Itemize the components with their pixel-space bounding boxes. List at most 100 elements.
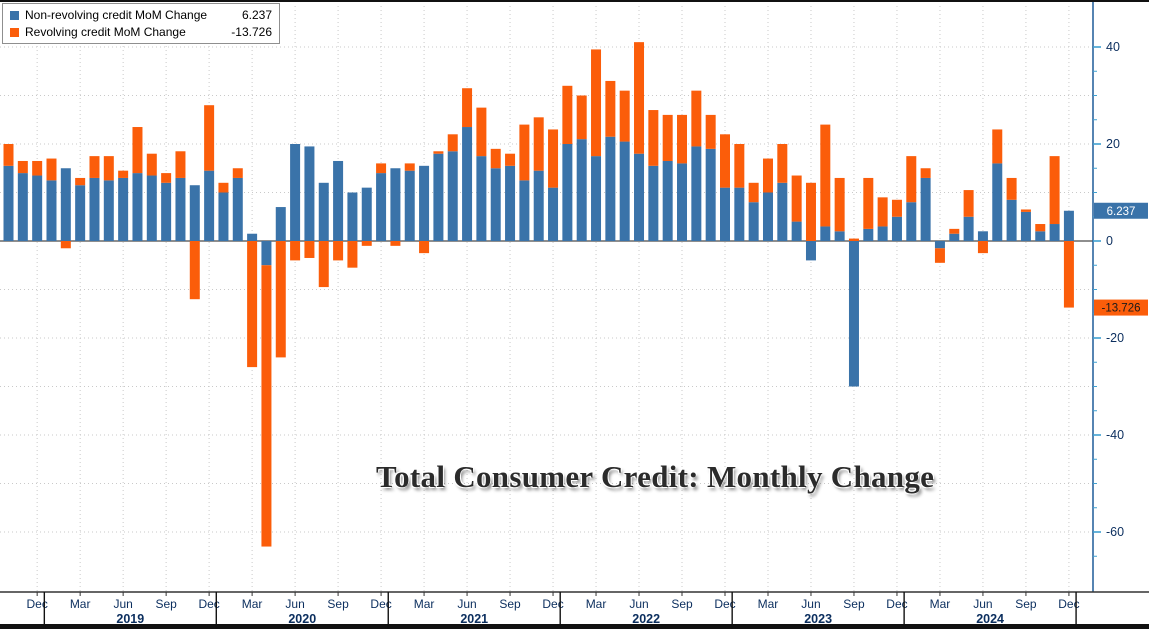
bar-segment-nonrevolving [677,163,688,241]
bar-segment-nonrevolving [490,168,501,241]
bar-segment-nonrevolving [691,146,702,241]
bar-segment-nonrevolving [891,216,902,241]
x-axis-year-label: 2021 [460,612,488,626]
bar-segment-nonrevolving [576,139,587,241]
bar-segment-revolving [1020,209,1031,212]
bar-segment-nonrevolving [619,141,630,241]
bar-segment-nonrevolving [361,187,372,241]
bar-segment-revolving [3,144,14,166]
bar-segment-revolving [433,151,444,154]
bar-segment-revolving [963,190,974,217]
bar-segment-nonrevolving [189,185,200,241]
bar-segment-revolving [1063,241,1074,308]
bar-segment-nonrevolving [634,153,645,241]
x-axis-tick-label: Mar [586,597,607,611]
y-axis-tick-label: 0 [1106,234,1113,248]
axis-value-badge-label: 6.237 [1107,206,1136,218]
legend-value-revolving: -13.726 [231,25,272,39]
legend-item-revolving[interactable]: Revolving credit MoM Change -13.726 [10,25,272,39]
bar-segment-revolving [103,156,114,181]
axis-value-badge [1094,299,1148,316]
bar-segment-revolving [318,241,329,288]
bar-segment-nonrevolving [161,182,172,241]
axis-value-badge [1094,202,1148,219]
x-axis-tick-label: Mar [930,597,951,611]
bar-segment-nonrevolving [318,182,329,241]
bar-segment-nonrevolving [261,241,272,266]
bar-segment-nonrevolving [748,202,759,241]
bar-segment-nonrevolving [1063,210,1074,241]
bar-segment-nonrevolving [132,173,143,241]
bar-segment-revolving [548,129,559,188]
bar-segment-revolving [1035,224,1046,232]
bar-segment-revolving [820,124,831,227]
bar-segment-revolving [46,158,57,181]
y-axis-tick-label: 20 [1106,137,1120,151]
bar-segment-nonrevolving [433,153,444,241]
bar-segment-nonrevolving [834,231,845,241]
bar-segment-nonrevolving [548,187,559,241]
bar-segment-revolving [891,199,902,217]
bar-segment-nonrevolving [1035,231,1046,241]
bar-segment-nonrevolving [103,180,114,241]
bar-segment-revolving [762,158,773,193]
bar-segment-revolving [662,114,673,161]
bar-segment-nonrevolving [1006,199,1017,241]
bar-segment-revolving [290,241,301,261]
bar-segment-nonrevolving [820,226,831,241]
bar-segment-revolving [934,248,945,263]
bar-segment-nonrevolving [204,170,215,241]
bar-segment-revolving [877,197,888,227]
bar-segment-revolving [562,85,573,144]
legend-item-nonrevolving[interactable]: Non-revolving credit MoM Change 6.237 [10,8,272,22]
bar-segment-revolving [304,241,315,258]
bar-segment-nonrevolving [146,175,157,241]
bar-segment-nonrevolving [949,233,960,241]
bar-segment-revolving [419,241,430,254]
x-axis-tick-label: Jun [285,597,304,611]
bar-segment-nonrevolving [3,165,14,241]
bar-segment-revolving [619,90,630,142]
bar-segment-nonrevolving [605,136,616,241]
bar-segment-revolving [333,241,344,261]
bar-segment-nonrevolving [963,216,974,241]
bar-segment-revolving [118,170,129,178]
x-axis-tick-label: Sep [671,597,693,611]
y-axis-tick-label: -40 [1106,428,1124,442]
bar-segment-revolving [848,238,859,241]
bar-segment-revolving [404,163,415,171]
bar-segment-revolving [734,144,745,188]
chart-title: Total Consumer Credit: Monthly Change [376,459,935,494]
bar-segment-nonrevolving [591,156,602,241]
bar-segment-nonrevolving [304,146,315,241]
bar-segment-revolving [691,90,702,147]
bar-segment-nonrevolving [218,192,229,241]
x-axis-year-label: 2024 [976,612,1004,626]
bar-segment-nonrevolving [404,170,415,241]
bar-segment-nonrevolving [734,187,745,241]
bar-segment-revolving [519,124,530,181]
bar-segment-nonrevolving [720,187,730,241]
bar-segment-nonrevolving [805,241,816,261]
revolving-swatch-icon [10,27,19,37]
bar-segment-revolving [462,88,473,128]
x-axis-tick-label: Jun [629,597,648,611]
axis-value-badge-label: -13.726 [1101,303,1140,315]
bar-segment-revolving [748,182,759,203]
bar-segment-nonrevolving [175,177,186,241]
x-axis-year-label: 2020 [288,612,316,626]
bar-segment-revolving [261,265,272,547]
bar-segment-revolving [89,156,100,178]
bar-segment-revolving [834,177,845,232]
bar-segment-revolving [777,144,788,183]
legend[interactable]: Non-revolving credit MoM Change 6.237 Re… [2,3,280,44]
bar-segment-revolving [605,80,616,137]
bar-segment-revolving [189,241,200,300]
x-axis-tick-label: Dec [542,597,563,611]
y-axis-tick-label: -60 [1106,525,1124,539]
x-axis-year-label: 2019 [116,612,144,626]
bar-segment-nonrevolving [118,177,129,241]
bar-segment-revolving [863,177,874,229]
bar-segment-revolving [992,129,1003,164]
